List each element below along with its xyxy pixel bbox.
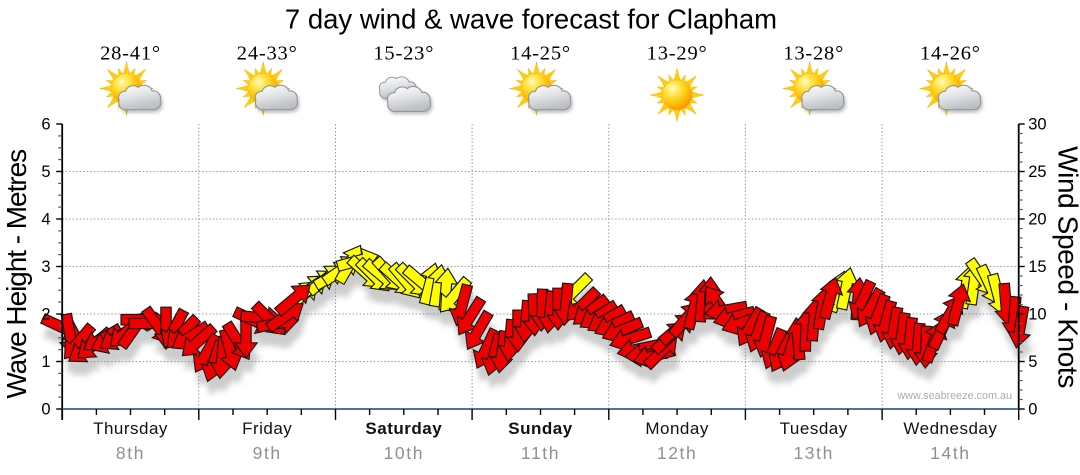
svg-text:9th: 9th — [253, 443, 282, 463]
svg-text:10: 10 — [1028, 306, 1046, 324]
svg-text:12th: 12th — [657, 443, 697, 463]
svg-text:Thursday: Thursday — [93, 419, 168, 438]
svg-text:3: 3 — [41, 258, 50, 276]
svg-text:2: 2 — [41, 306, 50, 324]
svg-text:4: 4 — [41, 211, 50, 229]
svg-text:14-25°: 14-25° — [510, 42, 571, 64]
svg-text:Saturday: Saturday — [365, 419, 442, 438]
svg-text:5: 5 — [41, 163, 50, 181]
svg-text:Monday: Monday — [645, 419, 708, 438]
svg-text:5: 5 — [1028, 353, 1037, 371]
svg-text:6: 6 — [41, 116, 50, 134]
svg-text:Sunday: Sunday — [508, 419, 572, 438]
svg-text:7 day wind & wave forecast for: 7 day wind & wave forecast for Clapham — [285, 4, 777, 35]
svg-text:8th: 8th — [116, 443, 145, 463]
svg-text:11th: 11th — [521, 443, 560, 463]
svg-text:14-26°: 14-26° — [920, 42, 981, 64]
svg-text:0: 0 — [1028, 401, 1037, 419]
svg-text:13th: 13th — [793, 443, 833, 463]
svg-text:15: 15 — [1028, 258, 1046, 276]
svg-text:13-29°: 13-29° — [647, 42, 708, 64]
svg-text:25: 25 — [1028, 163, 1046, 181]
svg-text:1: 1 — [41, 353, 50, 371]
svg-text:20: 20 — [1028, 211, 1046, 229]
svg-text:Wednesday: Wednesday — [903, 419, 997, 438]
svg-text:0: 0 — [41, 401, 50, 419]
svg-text:10th: 10th — [384, 443, 424, 463]
svg-text:Wind Speed - Knots: Wind Speed - Knots — [1053, 146, 1080, 388]
svg-text:24-33°: 24-33° — [237, 42, 298, 64]
svg-text:13-28°: 13-28° — [783, 42, 844, 64]
svg-text:15-23°: 15-23° — [373, 42, 434, 64]
svg-text:14th: 14th — [930, 443, 970, 463]
svg-text:Friday: Friday — [242, 419, 292, 438]
svg-text:30: 30 — [1028, 116, 1046, 134]
svg-text:www.seabreeze.com.au: www.seabreeze.com.au — [896, 390, 1012, 402]
svg-text:28-41°: 28-41° — [100, 42, 161, 64]
svg-text:Wave Height - Metres: Wave Height - Metres — [1, 150, 32, 399]
svg-text:Tuesday: Tuesday — [780, 419, 848, 438]
